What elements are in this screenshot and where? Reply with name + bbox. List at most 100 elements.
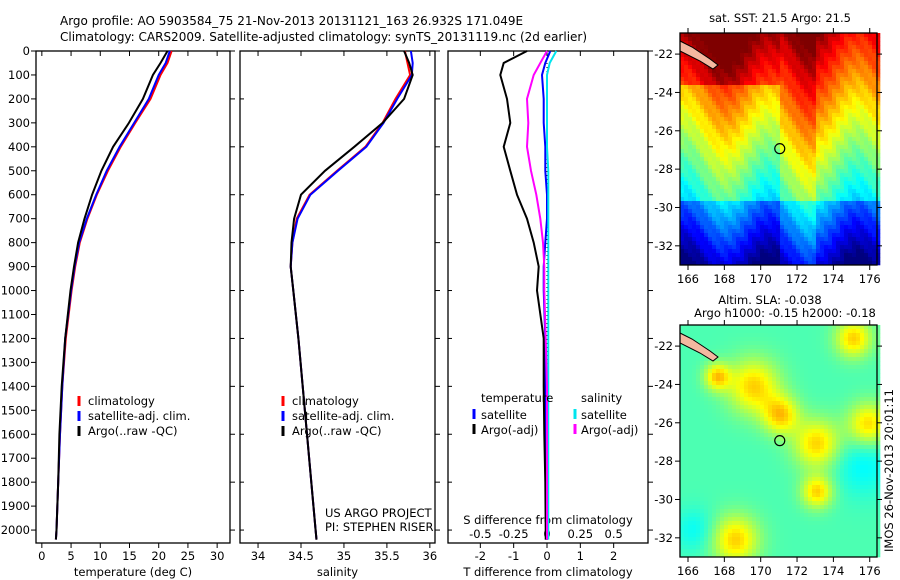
heatmap-cell <box>768 381 773 386</box>
heatmap-cell <box>744 333 749 338</box>
heatmap-cell <box>840 61 845 66</box>
heatmap-cell <box>772 189 777 194</box>
heatmap-cell <box>828 73 833 78</box>
heatmap-cell <box>728 493 733 498</box>
heatmap-cell <box>692 373 697 378</box>
heatmap-cell <box>836 197 841 202</box>
heatmap-cell <box>732 133 737 138</box>
lat-tick-label: -24 <box>654 85 673 99</box>
heatmap-cell <box>688 93 693 98</box>
heatmap-cell <box>736 449 741 454</box>
heatmap-cell <box>688 445 693 450</box>
heatmap-cell <box>784 425 789 430</box>
heatmap-cell <box>724 217 729 222</box>
heatmap-cell <box>812 233 817 238</box>
heatmap-cell <box>824 145 829 150</box>
heatmap-cell <box>716 393 721 398</box>
heatmap-cell <box>876 89 881 94</box>
heatmap-cell <box>772 489 777 494</box>
heatmap-cell <box>692 485 697 490</box>
heatmap-cell <box>700 389 705 394</box>
heatmap-cell <box>796 241 801 246</box>
heatmap-cell <box>748 373 753 378</box>
heatmap-cell <box>860 117 865 122</box>
heatmap-cell <box>728 525 733 530</box>
heatmap-cell <box>704 213 709 218</box>
heatmap-cell <box>764 225 769 230</box>
heatmap-cell <box>800 245 805 250</box>
heatmap-cell <box>796 209 801 214</box>
heatmap-cell <box>692 465 697 470</box>
heatmap-cell <box>732 73 737 78</box>
heatmap-cell <box>744 401 749 406</box>
heatmap-cell <box>720 189 725 194</box>
heatmap-cell <box>700 145 705 150</box>
heatmap-cell <box>748 445 753 450</box>
heatmap-cell <box>692 517 697 522</box>
heatmap-cell <box>804 365 809 370</box>
heatmap-cell <box>744 553 749 558</box>
heatmap-cell <box>876 157 881 162</box>
heatmap-cell <box>692 185 697 190</box>
heatmap-cell <box>688 137 693 142</box>
heatmap-cell <box>808 141 813 146</box>
heatmap-cell <box>728 485 733 490</box>
heatmap-cell <box>708 197 713 202</box>
heatmap-cell <box>692 493 697 498</box>
heatmap-cell <box>768 369 773 374</box>
heatmap-cell <box>724 445 729 450</box>
heatmap-cell <box>680 245 685 250</box>
heatmap-cell <box>732 361 737 366</box>
heatmap-cell <box>680 329 685 334</box>
heatmap-cell <box>820 149 825 154</box>
heatmap-cell <box>720 345 725 350</box>
heatmap-cell <box>700 169 705 174</box>
heatmap-cell <box>840 233 845 238</box>
heatmap-cell <box>760 449 765 454</box>
heatmap-cell <box>844 73 849 78</box>
heatmap-cell <box>680 377 685 382</box>
heatmap-cell <box>828 221 833 226</box>
heatmap-cell <box>692 73 697 78</box>
heatmap-cell <box>744 165 749 170</box>
heatmap-cell <box>716 245 721 250</box>
heatmap-cell <box>692 37 697 42</box>
heatmap-cell <box>804 465 809 470</box>
heatmap-cell <box>724 253 729 258</box>
heatmap-cell <box>684 109 689 114</box>
heatmap-cell <box>768 137 773 142</box>
heatmap-cell <box>728 373 733 378</box>
heatmap-cell <box>724 177 729 182</box>
heatmap-cell <box>788 237 793 242</box>
heatmap-cell <box>744 53 749 58</box>
heatmap-cell <box>776 433 781 438</box>
y-tick-label: 800 <box>8 236 30 250</box>
heatmap-cell <box>724 361 729 366</box>
heatmap-cell <box>748 189 753 194</box>
heatmap-cell <box>744 461 749 466</box>
heatmap-cell <box>712 461 717 466</box>
heatmap-cell <box>696 161 701 166</box>
heatmap-cell <box>752 237 757 242</box>
heatmap-cell <box>700 521 705 526</box>
heatmap-cell <box>844 109 849 114</box>
heatmap-cell <box>852 141 857 146</box>
heatmap-cell <box>688 157 693 162</box>
heatmap-cell <box>800 137 805 142</box>
heatmap-cell <box>776 141 781 146</box>
heatmap-cell <box>800 133 805 138</box>
heatmap-cell <box>732 541 737 546</box>
heatmap-cell <box>872 185 877 190</box>
heatmap-cell <box>792 329 797 334</box>
heatmap-cell <box>748 513 753 518</box>
heatmap-cell <box>728 445 733 450</box>
heatmap-cell <box>700 125 705 130</box>
heatmap-cell <box>700 381 705 386</box>
heatmap-cell <box>836 153 841 158</box>
heatmap-cell <box>728 113 733 118</box>
heatmap-cell <box>820 205 825 210</box>
heatmap-cell <box>680 541 685 546</box>
heatmap-cell <box>712 441 717 446</box>
heatmap-cell <box>848 137 853 142</box>
heatmap-cell <box>768 501 773 506</box>
